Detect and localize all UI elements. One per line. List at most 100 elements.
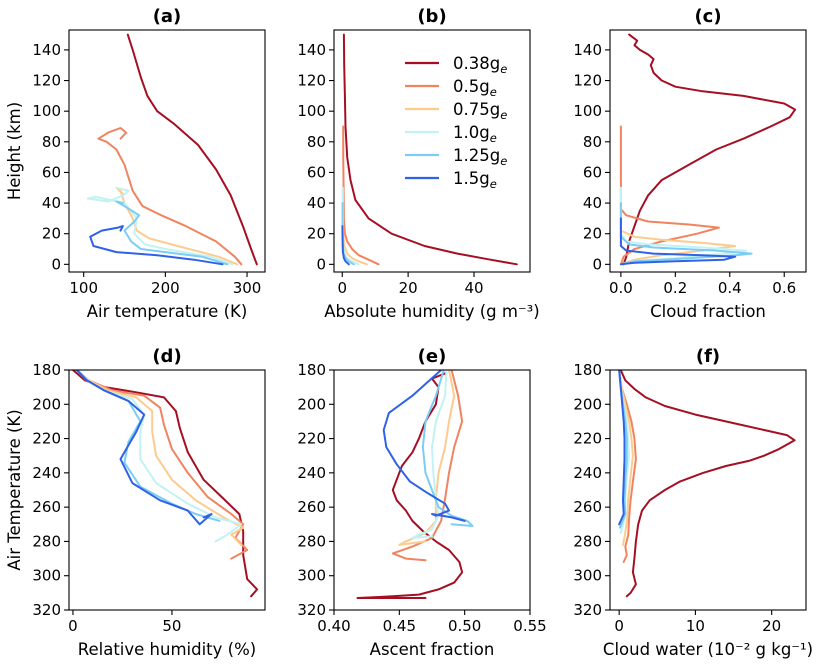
panel-label: (e) [418,346,447,367]
panel-label: (a) [153,6,182,27]
panel-d: 0 50 180 200 220 240 260 280 300 320 Relative humi… [5,346,266,659]
x-tick-label: 0.50 [448,617,481,635]
panel-label: (b) [417,6,446,27]
series-group [356,370,474,599]
y-tick-label: 60 [307,163,326,181]
y-axis-label: Height (km) [5,102,24,200]
y-tick-label: 140 [297,41,326,59]
x-axis-label: Cloud fraction [650,302,766,321]
x-tick-label: 10 [686,617,705,635]
y-tick-label: 280 [297,532,326,550]
x-axis-label: Relative humidity (%) [78,640,256,659]
axes-frame [333,29,531,273]
axes-frame [68,369,266,611]
y-tick-label: 300 [573,567,602,585]
y-tick-label: 140 [32,41,61,59]
legend-label: 0.75ge [453,100,507,122]
x-tick-label: 0.40 [317,617,350,635]
x-tick-label: 50 [162,617,181,635]
x-tick-label: 0 [337,279,347,297]
panel-a: 100 200 300 0 20 40 60 80 100 120 140 Air temperatu… [5,6,266,321]
y-tick-label: 280 [573,532,602,550]
axes-frame [333,369,531,611]
x-axis-label: Ascent fraction [370,640,495,659]
y-tick-label: 40 [42,194,61,212]
panel-label: (f) [696,346,720,367]
legend-label: 0.5ge [453,77,497,99]
x-axis-label: Air temperature (K) [87,302,248,321]
y-tick-label: 200 [573,395,602,413]
y-tick-label: 100 [32,102,61,120]
series-line-0_5ge [618,370,637,563]
legend-label: 1.0ge [453,123,497,145]
series-line-1_5ge [89,225,224,266]
y-tick-label: 60 [42,163,61,181]
y-tick-label: 80 [42,133,61,151]
y-tick-label: 20 [583,225,602,243]
y-tick-label: 60 [583,163,602,181]
y-tick-label: 300 [32,567,61,585]
x-tick-label: 0 [614,617,624,635]
y-tick-label: 320 [573,601,602,619]
y-tick-label: 220 [297,430,326,448]
panel-e: 0.40 0.45 0.50 0.55 180 200 220 240 260 280 300 320… [297,346,546,659]
series-group [619,33,797,266]
x-tick-label: 20 [399,279,418,297]
legend-entry: 0.5ge [405,77,497,99]
series-line-1_25ge [421,370,474,527]
y-tick-label: 20 [42,225,61,243]
series-line-1_25ge [115,200,229,266]
x-axis-label: Cloud water (10⁻² g kg⁻¹) [603,640,813,659]
panel-label: (d) [152,346,181,367]
legend-entry: 1.5ge [405,169,497,191]
y-tick-label: 260 [297,498,326,516]
y-tick-label: 180 [32,361,61,379]
axes-frame [609,29,807,273]
series-line-0_38ge [72,370,259,598]
y-axis-label: Air Temperature (K) [5,409,24,570]
x-tick-label: 0.45 [383,617,416,635]
legend-label: 1.25ge [453,146,507,168]
series-line-1_25ge [75,370,221,522]
y-tick-label: 220 [32,430,61,448]
series-line-0_5ge [75,370,249,560]
x-tick-label: 0.2 [663,279,687,297]
x-tick-label: 0.4 [718,279,742,297]
series-group [341,33,518,266]
x-tick-label: 0.6 [772,279,796,297]
y-tick-label: 240 [573,464,602,482]
series-line-0_38ge [126,33,258,266]
series-line-1_5ge [619,217,737,266]
y-tick-label: 120 [573,72,602,90]
series-group [72,370,259,598]
x-tick-label: 40 [464,279,483,297]
legend-label: 1.5ge [453,169,497,191]
x-tick-label: 20 [762,617,781,635]
y-tick-label: 0 [592,255,602,273]
panel-label: (c) [694,6,721,27]
y-tick-label: 80 [583,133,602,151]
x-tick-label: 0.0 [609,279,633,297]
y-tick-label: 80 [307,133,326,151]
series-line-0_5ge [97,127,243,266]
legend-entry: 0.38ge [405,54,507,76]
series-group [86,33,258,266]
x-tick-label: 0 [68,617,78,635]
y-tick-label: 100 [573,102,602,120]
series-line-1_0ge [86,186,234,266]
y-tick-label: 200 [32,395,61,413]
y-tick-label: 240 [32,464,61,482]
series-line-0_5ge [342,125,380,266]
series-line-1_5ge [382,370,466,522]
legend-entry: 1.25ge [405,146,507,168]
y-tick-label: 100 [297,102,326,120]
y-tick-label: 0 [51,255,61,273]
y-tick-label: 40 [307,194,326,212]
axes-frame [609,369,807,611]
x-tick-label: 300 [233,279,262,297]
axes-frame [68,29,266,273]
series-line-1_5ge [75,370,213,526]
x-tick-label: 0.55 [513,617,546,635]
